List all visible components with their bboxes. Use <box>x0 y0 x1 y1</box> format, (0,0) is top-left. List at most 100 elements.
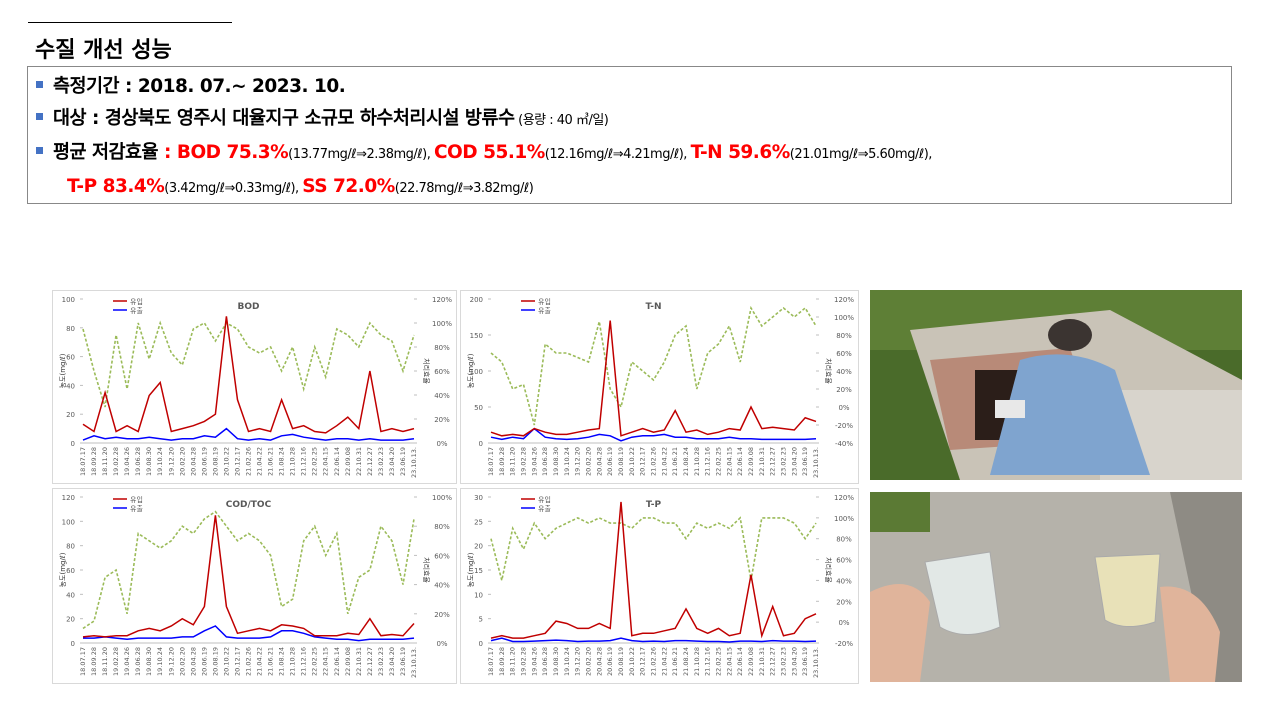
x-tick-label: 19.06.28 <box>134 647 142 676</box>
y2-tick-label: 80% <box>836 332 852 340</box>
x-tick-label: 20.06.19 <box>606 647 614 676</box>
y2-tick-label: 40% <box>434 392 450 400</box>
y-tick-label: 20 <box>66 411 75 419</box>
x-tick-label: 19.06.28 <box>134 447 142 476</box>
legend-label: 유출 <box>538 306 551 315</box>
x-tick-label: 23.10.13. <box>410 647 418 678</box>
x-tick-label: 21.10.28 <box>289 647 297 676</box>
x-tick-label: 19.12.20 <box>167 447 175 476</box>
x-tick-label: 22.06.14 <box>333 447 341 476</box>
y2-axis-label: 처리효율 <box>824 358 833 384</box>
x-tick-label: 20.04.28 <box>595 647 603 676</box>
y2-tick-label: 0% <box>436 640 447 648</box>
series-line <box>82 510 415 630</box>
x-tick-label: 23.02.23 <box>377 447 385 476</box>
y-tick-label: 60 <box>66 354 75 362</box>
x-tick-label: 19.06.28 <box>541 447 549 476</box>
title-rule <box>28 22 232 23</box>
y-tick-label: 40 <box>66 382 75 390</box>
x-tick-label: 22.12.27 <box>366 647 374 676</box>
x-tick-label: 22.10.31 <box>355 647 363 676</box>
y2-tick-label: -20% <box>835 640 853 648</box>
y-tick-label: 200 <box>470 296 483 304</box>
y-axis-label: 농도(mg/ℓ) <box>467 353 475 388</box>
x-tick-label: 22.09.08 <box>747 447 755 476</box>
chart-title: COD/TOC <box>226 500 272 510</box>
y-tick-label: 30 <box>474 494 483 502</box>
x-tick-label: 18.07.17 <box>487 647 495 676</box>
y2-tick-label: 0% <box>436 440 447 448</box>
x-tick-label: 22.02.25 <box>311 647 319 676</box>
x-tick-label: 21.04.22 <box>660 447 668 476</box>
x-tick-label: 20.12.17 <box>233 647 241 676</box>
y2-tick-label: 60% <box>434 368 450 376</box>
legend-label: 유입 <box>130 496 143 504</box>
x-tick-label: 23.06.19 <box>399 647 407 676</box>
y-tick-label: 20 <box>474 543 483 551</box>
y-tick-label: 80 <box>66 543 75 551</box>
series-line <box>490 427 817 442</box>
y2-tick-label: 120% <box>432 296 452 304</box>
legend-label: 유입 <box>538 298 551 306</box>
x-tick-label: 23.06.19 <box>399 447 407 476</box>
x-tick-label: 20.10.22 <box>628 447 636 476</box>
x-tick-label: 21.10.28 <box>693 447 701 476</box>
x-tick-label: 22.06.14 <box>736 447 744 476</box>
x-tick-label: 21.08.24 <box>682 447 690 476</box>
x-tick-label: 18.09.28 <box>90 447 98 476</box>
legend-label: 유출 <box>130 504 143 513</box>
chart: T-N 0 50 100 150 200 -40% -20% 0% 20% 40% 60% 80% 100… <box>467 296 854 478</box>
x-tick-label: 22.04.15 <box>322 647 330 676</box>
x-tick-label: 21.12.16 <box>300 647 308 676</box>
y-tick-label: 80 <box>66 325 75 333</box>
x-tick-label: 23.04.20 <box>388 447 396 476</box>
x-tick-label: 19.02.28 <box>112 447 120 476</box>
x-tick-label: 20.06.19 <box>200 647 208 676</box>
y-tick-label: 0 <box>479 440 483 448</box>
y-tick-label: 60 <box>66 567 75 575</box>
x-tick-label: 20.10.22 <box>222 447 230 476</box>
y-axis-label: 농도(mg/ℓ) <box>59 552 67 587</box>
legend-label: 유입 <box>130 298 143 306</box>
x-tick-label: 20.04.28 <box>189 447 197 476</box>
x-tick-label: 19.08.30 <box>552 447 560 476</box>
x-tick-label: 20.06.19 <box>200 447 208 476</box>
bullet: 측정기간 : 2018. 07.~ 2023. 10. <box>36 71 1223 103</box>
x-tick-label: 21.02.26 <box>245 447 253 476</box>
x-tick-label: 20.06.19 <box>606 447 614 476</box>
x-tick-label: 20.10.22 <box>628 647 636 676</box>
x-tick-label: 19.02.28 <box>112 647 120 676</box>
text-run: (3.42mg/ℓ⇒0.33mg/ℓ), <box>164 181 303 196</box>
y2-tick-label: 40% <box>836 368 852 376</box>
x-tick-label: 22.09.08 <box>344 447 352 476</box>
x-tick-label: 18.09.28 <box>498 447 506 476</box>
x-tick-label: 23.10.13. <box>410 447 418 478</box>
x-tick-label: 22.06.14 <box>736 647 744 676</box>
y2-tick-label: 100% <box>834 314 854 322</box>
x-tick-label: 19.12.20 <box>167 647 175 676</box>
text-run: 측정기간 : 2018. 07.~ 2023. 10. <box>53 76 346 97</box>
x-tick-label: 19.08.30 <box>552 647 560 676</box>
x-tick-label: 21.10.28 <box>693 647 701 676</box>
x-tick-label: 20.04.28 <box>595 447 603 476</box>
y-tick-label: 50 <box>474 404 483 412</box>
y-tick-label: 25 <box>474 518 483 526</box>
x-tick-label: 20.08.19 <box>211 647 219 676</box>
series-line <box>490 320 817 437</box>
x-tick-label: 18.11.20 <box>101 647 109 676</box>
y-tick-label: 20 <box>66 616 75 624</box>
photo-samples <box>870 492 1242 682</box>
x-tick-label: 19.04.26 <box>530 647 538 676</box>
y2-tick-label: 20% <box>434 611 450 619</box>
x-tick-label: 19.12.20 <box>574 447 582 476</box>
x-tick-label: 19.12.20 <box>574 647 582 676</box>
x-tick-label: 22.10.31 <box>355 447 363 476</box>
x-tick-label: 23.06.19 <box>801 447 809 476</box>
x-tick-label: 20.02.20 <box>178 647 186 676</box>
x-tick-label: 22.04.15 <box>725 447 733 476</box>
x-tick-label: 22.06.14 <box>333 647 341 676</box>
x-tick-label: 20.12.17 <box>639 647 647 676</box>
x-tick-label: 21.06.21 <box>267 647 275 676</box>
x-tick-label: 22.10.31 <box>758 647 766 676</box>
y-tick-label: 0 <box>71 640 75 648</box>
